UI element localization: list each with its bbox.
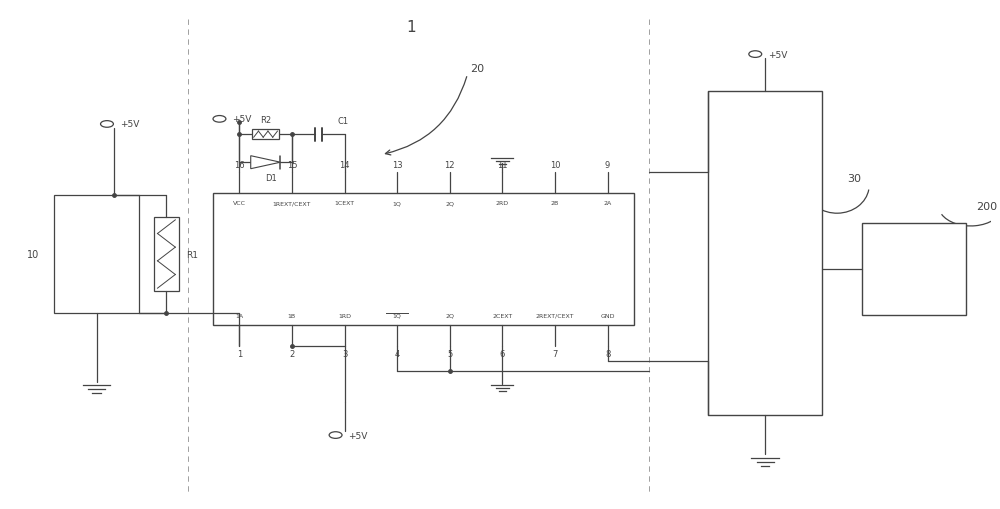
- Text: 13: 13: [392, 161, 402, 170]
- Bar: [154, 218, 179, 291]
- Text: 1A: 1A: [235, 313, 243, 318]
- Text: 1B: 1B: [288, 313, 296, 318]
- Text: +5V: +5V: [768, 50, 788, 60]
- Text: 2Q: 2Q: [445, 313, 454, 318]
- Text: R1: R1: [186, 250, 198, 259]
- Text: 200: 200: [976, 201, 997, 211]
- Text: 10: 10: [550, 161, 560, 170]
- Text: 7: 7: [552, 349, 558, 358]
- Text: 1Q: 1Q: [393, 201, 402, 206]
- Text: 14: 14: [339, 161, 350, 170]
- Text: 4: 4: [395, 349, 400, 358]
- Text: D1: D1: [265, 174, 276, 183]
- Text: 2RD: 2RD: [496, 201, 509, 206]
- Bar: [252, 130, 279, 140]
- Text: 2A: 2A: [603, 201, 612, 206]
- Text: 2: 2: [289, 349, 295, 358]
- Text: 11: 11: [497, 161, 508, 170]
- Text: 8: 8: [605, 349, 610, 358]
- Text: 1RD: 1RD: [338, 313, 351, 318]
- Text: 2B: 2B: [551, 201, 559, 206]
- FancyArrowPatch shape: [385, 77, 467, 156]
- Text: 6: 6: [500, 349, 505, 358]
- Bar: [708, 92, 822, 415]
- Text: 1REXT/CEXT: 1REXT/CEXT: [273, 201, 311, 206]
- Text: 30: 30: [847, 173, 861, 183]
- Text: VCC: VCC: [233, 201, 246, 206]
- Text: 3: 3: [342, 349, 347, 358]
- Text: GND: GND: [600, 313, 615, 318]
- Text: 2REXT/CEXT: 2REXT/CEXT: [536, 313, 574, 318]
- Text: +5V: +5V: [348, 431, 368, 440]
- Text: 1Q: 1Q: [393, 313, 402, 318]
- Text: 1CEXT: 1CEXT: [334, 201, 355, 206]
- Text: 12: 12: [444, 161, 455, 170]
- Text: 10: 10: [27, 249, 40, 260]
- Text: 15: 15: [287, 161, 297, 170]
- Text: +5V: +5V: [232, 115, 252, 124]
- Text: 5: 5: [447, 349, 452, 358]
- Text: 9: 9: [605, 161, 610, 170]
- Text: 2CEXT: 2CEXT: [492, 313, 512, 318]
- Text: 1: 1: [237, 349, 242, 358]
- Text: +5V: +5V: [120, 120, 139, 129]
- Bar: [213, 193, 634, 326]
- Bar: [862, 224, 966, 316]
- Polygon shape: [251, 156, 280, 169]
- Text: 2Q: 2Q: [445, 201, 454, 206]
- Text: C1: C1: [337, 117, 349, 126]
- Text: 1: 1: [406, 20, 416, 35]
- Text: 20: 20: [470, 64, 485, 74]
- Text: 16: 16: [234, 161, 245, 170]
- Bar: [54, 196, 139, 313]
- Text: R2: R2: [260, 116, 271, 125]
